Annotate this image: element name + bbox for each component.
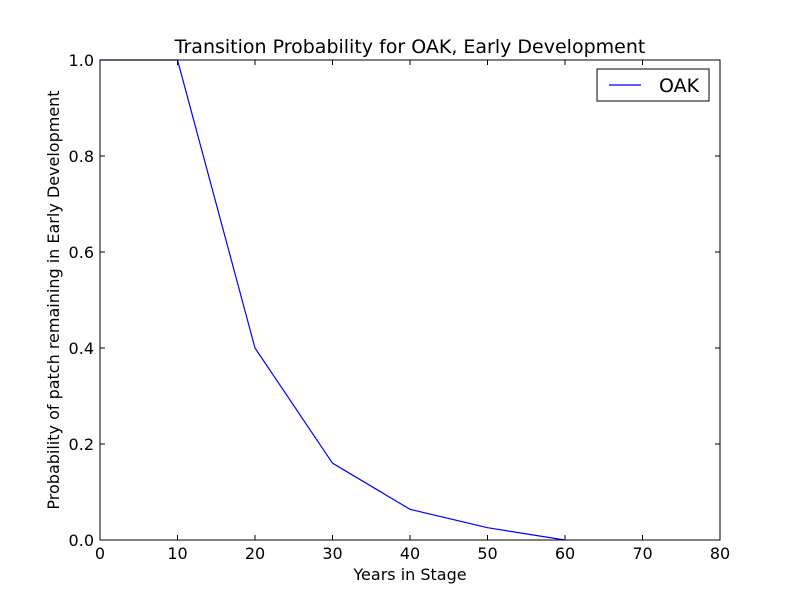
plot-area xyxy=(100,59,566,541)
x-tick-label: 70 xyxy=(632,544,652,563)
x-tick-label: 40 xyxy=(400,544,420,563)
y-tick-label: 0.2 xyxy=(69,435,94,454)
x-tick-label: 80 xyxy=(710,544,730,563)
x-tick-label: 0 xyxy=(95,544,105,563)
y-tick-label: 0.8 xyxy=(69,147,94,166)
axis-ticks: 0 10 20 30 40 50 60 70 80 0.0 0.2 0.4 0.6 0.8 1.0 xyxy=(69,51,731,563)
chart-title: Transition Probability for OAK, Early De… xyxy=(174,36,646,58)
x-axis-label: Years in Stage xyxy=(352,565,466,584)
x-tick-label: 10 xyxy=(167,544,187,563)
y-tick-label: 1.0 xyxy=(69,51,94,70)
y-tick-label: 0.0 xyxy=(69,531,94,550)
y-tick-label: 0.6 xyxy=(69,243,94,262)
x-tick-label: 20 xyxy=(245,544,265,563)
x-tick-label: 30 xyxy=(322,544,342,563)
y-axis-label: Probability of patch remaining in Early … xyxy=(44,90,63,509)
y-tick-label: 0.4 xyxy=(69,339,94,358)
x-tick-label: 50 xyxy=(477,544,497,563)
x-tick-label: 60 xyxy=(555,544,575,563)
legend: OAK xyxy=(596,68,710,102)
series-line-oak xyxy=(100,59,566,541)
legend-label-oak: OAK xyxy=(659,75,700,97)
plot-frame xyxy=(99,59,721,541)
